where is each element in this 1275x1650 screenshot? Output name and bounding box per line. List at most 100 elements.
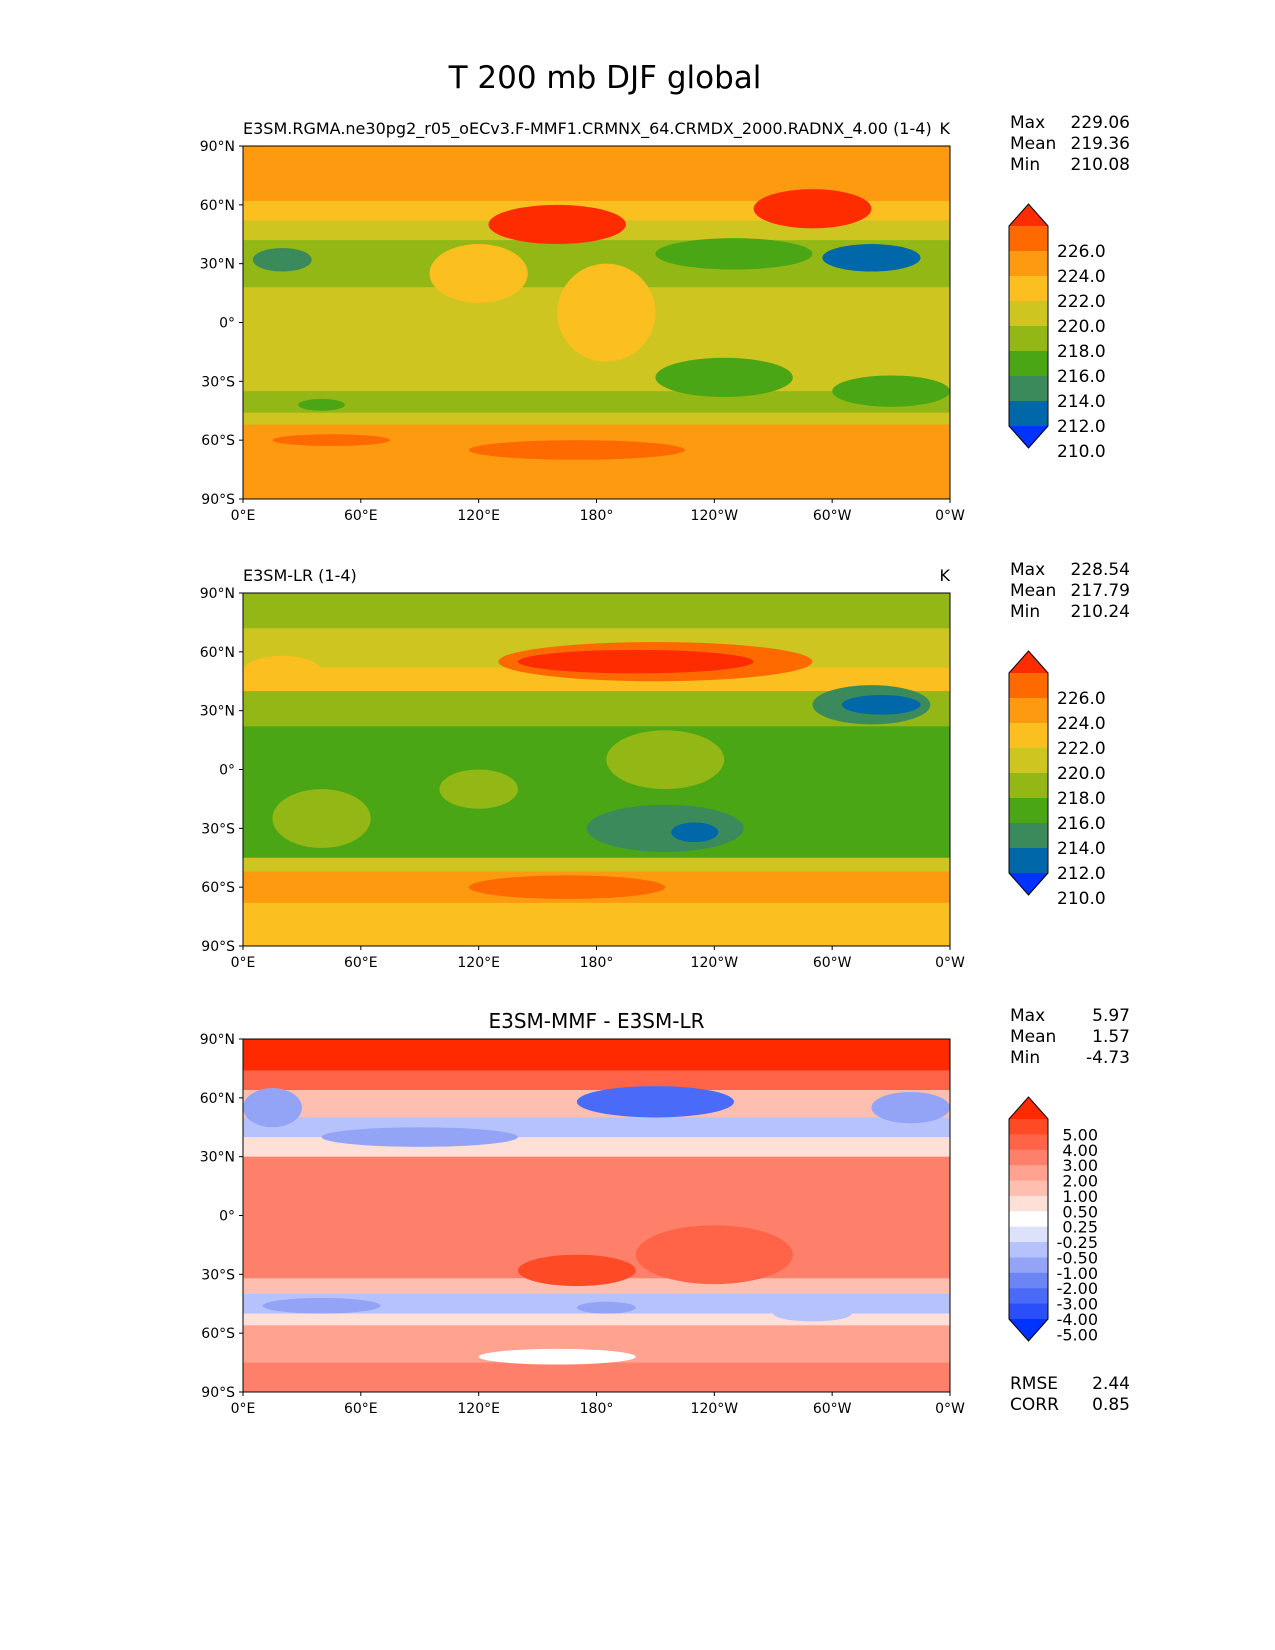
field-band xyxy=(243,459,950,499)
colorbar-tick-label: 214.0 xyxy=(1057,839,1106,859)
y-tick-label: 90°S xyxy=(201,1385,235,1401)
stat-value: 0.85 xyxy=(1092,1395,1130,1415)
colorbar-extend-min xyxy=(1009,1319,1048,1341)
colorbar-bin xyxy=(1009,1165,1048,1182)
colorbar-bin xyxy=(1009,376,1048,402)
x-tick-label: 60°E xyxy=(344,508,378,524)
colorbar-bin xyxy=(1009,326,1048,352)
y-tick-label: 0° xyxy=(219,316,235,332)
y-tick-label: 60°N xyxy=(200,1091,235,1107)
field-band xyxy=(243,1039,950,1071)
colorbar-bin xyxy=(1009,401,1048,427)
field-feature xyxy=(517,649,754,674)
map-field xyxy=(243,1039,950,1392)
stat-label: Min xyxy=(1010,602,1040,622)
field-feature xyxy=(272,434,391,447)
colorbar-tick-label: -0.25 xyxy=(1057,1233,1098,1252)
x-tick-label: 120°E xyxy=(457,1401,500,1417)
x-tick-label: 0°W xyxy=(935,508,965,524)
field-band xyxy=(243,1313,950,1326)
field-feature xyxy=(655,357,793,398)
colorbar-tick-label: 220.0 xyxy=(1057,317,1106,337)
x-tick-label: 180° xyxy=(580,955,614,971)
colorbar-bin xyxy=(1009,226,1048,252)
field-feature xyxy=(773,1305,852,1322)
colorbar-bin xyxy=(1009,1119,1048,1135)
y-tick-label: 30°N xyxy=(200,1150,235,1166)
colorbar: 226.0 224.0 222.0 220.0 218.0 216.0 214.0 212.0… xyxy=(1008,203,1106,462)
figure-title: T 200 mb DJF global xyxy=(448,60,762,96)
field-feature xyxy=(429,244,528,303)
x-tick-label: 120°E xyxy=(457,508,500,524)
colorbar-tick-label: 224.0 xyxy=(1057,714,1106,734)
stat-value: 5.97 xyxy=(1092,1006,1130,1026)
colorbar-bin xyxy=(1009,848,1048,874)
colorbar-tick-label: 218.0 xyxy=(1057,342,1106,362)
map-field xyxy=(243,593,950,946)
stat-value: -4.73 xyxy=(1086,1048,1130,1068)
colorbar-tick-label: 0.25 xyxy=(1062,1218,1098,1237)
colorbar-tick-label: 222.0 xyxy=(1057,292,1106,312)
colorbar-bin xyxy=(1009,351,1048,377)
y-tick-label: 60°N xyxy=(200,198,235,214)
colorbar-tick-label: 218.0 xyxy=(1057,789,1106,809)
colorbar-bin xyxy=(1009,823,1048,849)
colorbar-bin xyxy=(1009,1149,1048,1166)
stat-label: CORR xyxy=(1010,1395,1059,1415)
colorbar-bin xyxy=(1009,698,1048,724)
x-tick-label: 120°W xyxy=(691,1401,739,1417)
colorbar-tick-label: 226.0 xyxy=(1057,242,1106,262)
field-band xyxy=(243,1278,950,1295)
y-tick-label: 60°S xyxy=(201,1326,235,1342)
stat-label: Max xyxy=(1010,113,1045,133)
colorbar-bin xyxy=(1009,798,1048,824)
x-tick-label: 0°E xyxy=(231,955,256,971)
x-tick-label: 60°E xyxy=(344,1401,378,1417)
colorbar-tick-label: 216.0 xyxy=(1057,367,1106,387)
field-feature xyxy=(488,204,626,245)
x-tick-label: 120°W xyxy=(691,508,739,524)
colorbar-tick-label: -3.00 xyxy=(1057,1295,1098,1314)
colorbar-bin xyxy=(1009,251,1048,277)
y-tick-label: 30°N xyxy=(200,704,235,720)
field-feature xyxy=(468,440,685,460)
field-feature xyxy=(517,1254,636,1287)
colorbar-extend-max xyxy=(1009,1097,1048,1119)
field-feature xyxy=(557,263,656,362)
x-tick-label: 120°W xyxy=(691,955,739,971)
stat-label: Min xyxy=(1010,155,1040,175)
y-tick-label: 90°S xyxy=(201,492,235,508)
field-band xyxy=(243,902,950,946)
colorbar-bin xyxy=(1009,1134,1048,1151)
stat-label: Mean xyxy=(1010,134,1056,154)
x-tick-label: 60°W xyxy=(813,508,852,524)
field-band xyxy=(243,1362,950,1392)
colorbar-bin xyxy=(1009,1272,1048,1289)
colorbar-tick-label: 214.0 xyxy=(1057,392,1106,412)
y-tick-label: 30°S xyxy=(201,1267,235,1283)
field-band xyxy=(243,412,950,425)
field-feature xyxy=(243,1088,302,1128)
field-feature xyxy=(262,1297,381,1314)
field-feature xyxy=(606,730,725,790)
colorbar-tick-label: 220.0 xyxy=(1057,764,1106,784)
stat-label: RMSE xyxy=(1010,1374,1058,1394)
field-feature xyxy=(243,655,322,688)
y-tick-label: 60°S xyxy=(201,433,235,449)
colorbar-tick-label: 3.00 xyxy=(1062,1156,1098,1175)
y-tick-label: 60°N xyxy=(200,645,235,661)
field-feature xyxy=(478,1348,636,1365)
colorbar-outline xyxy=(1008,650,1049,896)
colorbar: 5.004.003.002.001.000.500.25-0.25-0.50-1… xyxy=(1008,1096,1098,1344)
colorbar-tick-label: 210.0 xyxy=(1057,889,1106,909)
colorbar-bin xyxy=(1009,748,1048,774)
field-feature xyxy=(321,1127,518,1147)
stat-value: 1.57 xyxy=(1092,1027,1130,1047)
field-feature xyxy=(297,398,346,411)
field-feature xyxy=(671,822,719,843)
colorbar-bin xyxy=(1009,1195,1048,1212)
colorbar-tick-label: 212.0 xyxy=(1057,864,1106,884)
colorbar-tick-label: 226.0 xyxy=(1057,689,1106,709)
field-feature xyxy=(753,189,872,229)
stat-label: Min xyxy=(1010,1048,1040,1068)
